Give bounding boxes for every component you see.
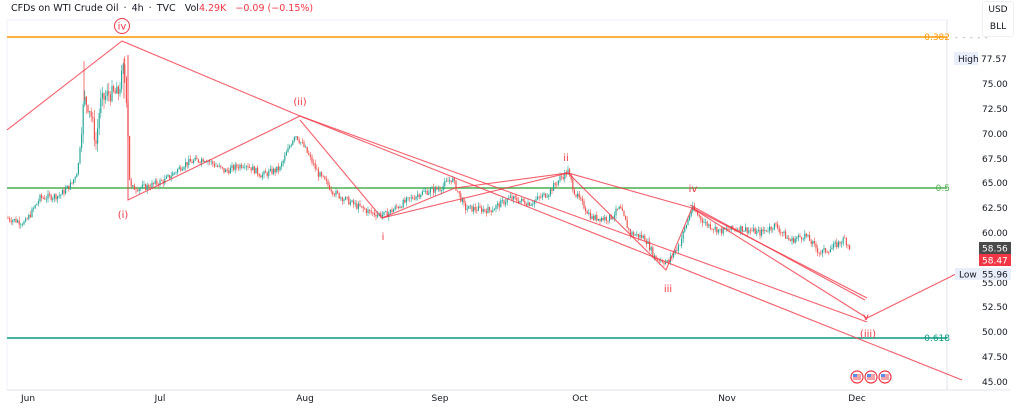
price-tick-label: 75.00 xyxy=(982,80,1008,90)
fib-618-label: 0.618 xyxy=(924,334,950,344)
price-badges: - - - - - High 77.57 58.56 58.47 Low 55.… xyxy=(954,33,1011,281)
symbol-legend: CFDs on WTI Crude Oil · 4h · TVC Vol4.29… xyxy=(11,3,314,14)
unit-label: BLL xyxy=(989,22,1007,32)
wave-line-major[interactable] xyxy=(127,55,868,323)
wave-label-ii-paren: (ii) xyxy=(293,97,306,108)
time-tick-label: Jun xyxy=(20,394,35,404)
fib-levels[interactable]: 0.382 0.5 0.618 xyxy=(7,33,950,344)
time-tick-label: Nov xyxy=(718,394,736,404)
price-tick-label: 72.50 xyxy=(982,105,1008,115)
fib-5-label: 0.5 xyxy=(936,184,950,194)
candlestick-series[interactable] xyxy=(7,56,851,267)
prev-close-badge xyxy=(979,242,1011,254)
wave-line-b[interactable] xyxy=(381,172,868,299)
last-price-badge xyxy=(979,254,1011,266)
exchange: TVC xyxy=(156,3,176,14)
channel-upper[interactable] xyxy=(689,204,866,301)
price-tick-label: 67.50 xyxy=(982,155,1008,165)
price-tick-label: 50.00 xyxy=(982,328,1008,338)
wave-label-iv: iv xyxy=(689,184,698,195)
fib-382-axis-marker: - - - - - xyxy=(955,33,989,42)
price-axis-labels[interactable]: 75.00 72.50 70.00 67.50 65.00 62.50 60.00 55.00… xyxy=(982,80,1008,388)
interval[interactable]: 4h xyxy=(131,3,144,14)
currency-unit-selector[interactable]: USD BLL xyxy=(982,1,1014,37)
channel-lower[interactable] xyxy=(299,115,963,381)
wave-label-i-paren: (i) xyxy=(118,210,129,221)
us-flag-icon[interactable] xyxy=(864,370,878,384)
currency-label: USD xyxy=(988,5,1008,15)
low-label: Low xyxy=(959,271,977,281)
wave-label-iii: iii xyxy=(664,284,672,295)
volume-label: Vol xyxy=(184,3,199,14)
wave-label-ii: ii xyxy=(563,153,569,164)
price-tick-label: 45.00 xyxy=(982,378,1008,388)
wave-label-i: i xyxy=(382,232,385,243)
plot-area[interactable] xyxy=(6,19,948,391)
price-change: −0.09 (−0.15%) xyxy=(235,3,314,14)
time-tick-label: Jul xyxy=(154,394,166,404)
us-flag-icon[interactable] xyxy=(850,370,864,384)
high-label: High xyxy=(958,55,979,65)
price-tick-label: 60.00 xyxy=(982,229,1008,239)
high-value: 77.57 xyxy=(981,55,1007,65)
time-axis-labels[interactable]: Jun Jul Aug Sep Oct Nov Dec xyxy=(20,394,866,404)
wave-label-iii-paren: (iii) xyxy=(860,329,876,340)
time-tick-label: Sep xyxy=(432,394,449,404)
elliott-wave-lines[interactable] xyxy=(6,40,963,381)
price-tick-label: 70.00 xyxy=(982,130,1008,140)
high-badge-bg xyxy=(954,52,978,65)
price-tick-label: 65.00 xyxy=(982,179,1008,189)
time-tick-label: Dec xyxy=(848,394,865,404)
prev-close-value: 58.56 xyxy=(982,245,1008,255)
volume-value: 4.29K xyxy=(198,3,227,14)
economic-events[interactable] xyxy=(850,370,892,384)
price-tick-label: 62.50 xyxy=(982,204,1008,214)
last-price-value: 58.47 xyxy=(982,257,1008,267)
price-tick-label: 55.00 xyxy=(982,279,1008,289)
price-tick-label: 47.50 xyxy=(982,353,1008,363)
wave-label-iv-circled: iv xyxy=(118,22,127,33)
low-value: 55.96 xyxy=(982,271,1008,281)
fib-382-label: 0.382 xyxy=(924,33,950,43)
projection-line[interactable] xyxy=(866,271,961,319)
time-tick-label: Oct xyxy=(572,394,588,404)
price-tick-label: 52.50 xyxy=(982,303,1008,313)
symbol-name[interactable]: CFDs on WTI Crude Oil xyxy=(11,3,119,14)
wave-line-iv[interactable] xyxy=(6,40,301,131)
time-tick-label: Aug xyxy=(296,394,314,404)
wave-labels: iv (i) (ii) i ii iii iv v (iii) xyxy=(114,18,876,340)
wave-label-v: v xyxy=(863,312,869,323)
low-badge-bg xyxy=(955,268,1011,280)
us-flag-icon[interactable] xyxy=(878,370,892,384)
